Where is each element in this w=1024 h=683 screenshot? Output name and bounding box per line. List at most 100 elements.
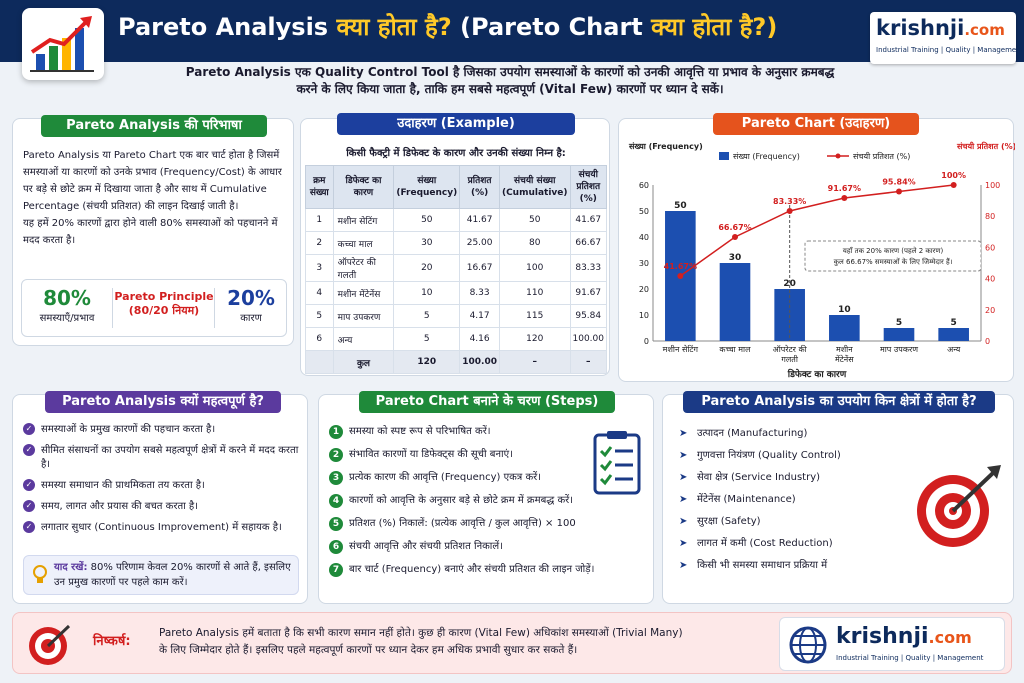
table-cell: 120 [498, 327, 571, 351]
target-icon [913, 461, 1003, 551]
use-area-item: ➤ मेंटेनेंस (Maintenance) [677, 493, 907, 507]
cumulative-label: 91.67% [828, 184, 861, 193]
cumulative-point [786, 208, 793, 215]
col-header: प्रतिशत (%) [459, 165, 500, 209]
x-tick-label: कच्चा माल [719, 345, 751, 354]
table-cell: 83.33 [569, 254, 607, 282]
table-cell: 95.84 [569, 304, 607, 328]
arrow-icon: ➤ [679, 472, 688, 483]
chart-card: Pareto Chart (उदाहरण) संख्या (Frequency)… [618, 113, 1015, 382]
step-number: 4 [329, 494, 343, 508]
bar [829, 315, 860, 341]
example-title: उदाहरण (Example) [337, 113, 575, 135]
use-area-item: ➤ गुणवत्ता नियंत्रण (Quality Control) [677, 449, 907, 463]
table-cell: 80 [498, 231, 571, 255]
page-title: Pareto Analysis क्या होता है? (Pareto Ch… [118, 13, 778, 41]
check-icon: ✓ [23, 423, 35, 435]
y2-tick-label: 20 [985, 306, 995, 315]
step-item: 5 प्रतिशत (%) निकालें: (प्रत्येक आवृत्ति … [329, 517, 647, 531]
check-icon: ✓ [23, 521, 35, 533]
table-row: 3 ऑपरेटर की गलती 20 16.67 100 83.33 [305, 254, 607, 282]
table-cell: ऑपरेटर की गलती [332, 254, 395, 282]
arrow-icon: ➤ [679, 450, 688, 461]
table-cell: 41.67 [569, 208, 607, 232]
conclusion-box: निष्कर्ष: Pareto Analysis हमें बताता है … [12, 612, 1012, 674]
table-cell: 3 [305, 254, 334, 282]
principle-sub: (80/20 नियम) [128, 304, 200, 317]
y2-tick-label: 100 [985, 181, 1000, 190]
footer-logo[interactable]: krishnji.com Industrial Training | Quali… [779, 617, 1005, 671]
arrow-icon: ➤ [679, 428, 688, 439]
step-item: 6 संचयी आवृत्ति और संचयी प्रतिशत निकालें। [329, 540, 647, 554]
legend-line-marker [835, 153, 841, 159]
arrow-icon: ➤ [679, 560, 688, 571]
bar [883, 328, 915, 341]
step-number: 6 [329, 540, 343, 554]
step-number: 7 [329, 563, 343, 577]
table-cell: 30 [393, 231, 461, 255]
definition-text-2: यह हमें 20% कारणों द्वारा होने वाली 80% … [23, 218, 278, 246]
brand-domain: .com [928, 628, 972, 647]
col-header: संख्या (Frequency) [393, 165, 461, 209]
table-cell: 4 [305, 281, 334, 305]
bar-value-label: 5 [951, 318, 957, 328]
list-item: ✓ समय, लागत और प्रयास की बचत करता है। [23, 500, 303, 514]
x-tick-label: ऑपरेटर की गलती [773, 344, 808, 364]
conclusion-label: निष्कर्ष: [93, 634, 131, 649]
step-item: 3 प्रत्येक कारण की आवृत्ति (Frequency) एक… [329, 471, 587, 485]
col-header: डिफेक्ट का कारण [332, 165, 395, 209]
table-cell: – [569, 350, 607, 374]
cumulative-label: 95.84% [882, 177, 915, 186]
y-tick-label: 0 [644, 337, 649, 346]
legend-line-label: संचयी प्रतिशत (%) [853, 151, 910, 161]
step-item: 7 बार चार्ट (Frequency) बनाएं और संचयी प्… [329, 563, 647, 577]
check-icon: ✓ [23, 500, 35, 512]
table-cell: अन्य [332, 327, 395, 351]
x-axis-label: डिफेक्ट का कारण [787, 368, 847, 380]
col-header: क्रम संख्या [305, 165, 334, 209]
legend-bar-swatch [719, 152, 729, 160]
cumulative-point [732, 233, 738, 240]
table-cell: 91.67 [569, 281, 607, 305]
arrow-icon: ➤ [679, 494, 688, 505]
table-cell: 110 [498, 281, 571, 305]
remember-label: याद रखें: [54, 562, 88, 573]
bar-value-label: 20 [783, 279, 796, 289]
x-tick-label: माप उपकरण [880, 345, 918, 354]
table-cell [305, 350, 334, 374]
col-header: संचयी संख्या (Cumulative) [498, 165, 571, 209]
x-tick-label: मशीन सेटिंग [663, 344, 699, 354]
table-cell: 4.17 [459, 304, 500, 328]
step-text: बार चार्ट (Frequency) बनाएं और संचयी प्र… [349, 564, 595, 575]
bar-value-label: 30 [729, 253, 742, 263]
table-cell: माप उपकरण [332, 304, 395, 328]
stat-80-value: 80% [43, 286, 91, 310]
cumulative-point [841, 194, 848, 201]
table-cell: 66.67 [569, 231, 607, 255]
brand-logo[interactable]: krishnji.com Industrial Training | Quali… [870, 12, 1023, 64]
brand-tagline: Industrial Training | Quality | Manageme… [876, 46, 1024, 54]
header-bar [0, 0, 1024, 62]
y2-tick-label: 40 [985, 275, 995, 284]
use-area-item: ➤ सेवा क्षेत्र (Service Industry) [677, 471, 907, 485]
cumulative-label: 83.33% [773, 197, 806, 206]
table-cell: 8.33 [459, 281, 500, 305]
annotation-text-2: कुल 66.67% समस्याओं के लिए जिम्मेदार हैं… [833, 257, 952, 266]
step-text: कारणों को आवृत्ति के अनुसार बड़े से छोटे… [349, 495, 574, 506]
step-item: 4 कारणों को आवृत्ति के अनुसार बड़े से छोट… [329, 494, 587, 508]
use-area-item: ➤ लागत में कमी (Cost Reduction) [677, 537, 907, 551]
use-area-text: गुणवत्ता नियंत्रण (Quality Control) [697, 450, 841, 461]
table-cell: 100.00 [459, 350, 500, 374]
use-area-text: सेवा क्षेत्र (Service Industry) [697, 472, 821, 483]
checklist-icon [589, 429, 649, 499]
definition-card: Pareto Analysis की परिभाषा Pareto Analys… [12, 115, 294, 346]
example-table: क्रम संख्या डिफेक्ट का कारण संख्या (Freq… [305, 165, 607, 374]
table-row: 6 अन्य 5 4.16 120 100.00 [305, 327, 607, 351]
table-cell: 41.67 [459, 208, 500, 232]
legend-bar-label: संख्या (Frequency) [733, 152, 800, 161]
target-icon [27, 621, 73, 667]
annotation-text-1: यहाँ तक 20% कारण (पहले 2 कारण) [843, 246, 944, 255]
list-item: ✓ सीमित संसाधनों का उपयोग सबसे महत्वपूर्ण… [23, 444, 303, 472]
cumulative-line [679, 184, 954, 277]
step-number: 5 [329, 517, 343, 531]
